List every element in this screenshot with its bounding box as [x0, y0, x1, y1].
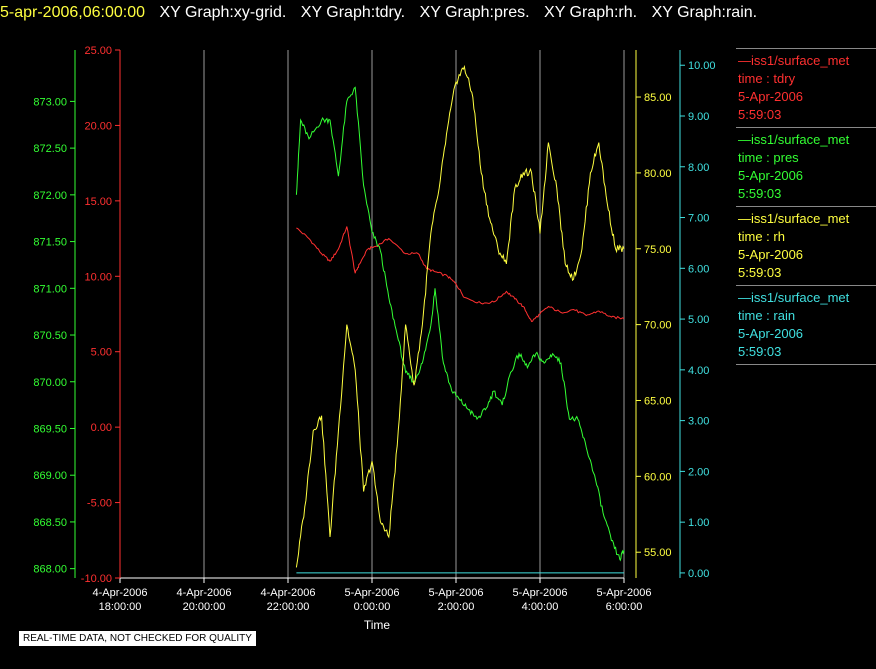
y-tick-label-rh-3: 70.00 — [644, 320, 672, 332]
y-tick-label-rh-0: 55.00 — [644, 547, 672, 559]
header-tab-rain[interactable]: XY Graph:rain. — [651, 4, 758, 21]
header-tab-pres[interactable]: XY Graph:pres. — [419, 4, 530, 21]
x-tick-time-0: 18:00:00 — [99, 601, 142, 613]
y-tick-label-pres-4: 870.00 — [33, 377, 67, 389]
y-tick-label-pres-5: 870.50 — [33, 330, 67, 342]
legend-time: 5:59:03 — [738, 186, 782, 201]
axes: 4-Apr-2006 18:00:00 4-Apr-2006 20:00:00 4-Ap… — [33, 45, 715, 613]
y-tick-label-pres-2: 869.00 — [33, 470, 67, 482]
legend: —iss1/surface_met time : tdry 5-Apr-2006… — [736, 48, 876, 365]
x-axis-label: Time — [364, 618, 391, 632]
y-tick-label-rh-2: 65.00 — [644, 395, 672, 407]
y-tick-label-rain-8: 8.00 — [688, 162, 709, 174]
x-tick-time-3: 0:00:00 — [354, 601, 391, 613]
series-lines — [295, 64, 625, 574]
x-tick-time-1: 20:00:00 — [183, 601, 226, 613]
x-tick-time-5: 4:00:00 — [522, 601, 559, 613]
legend-time: 5:59:03 — [738, 107, 782, 122]
x-tick-date-3: 5-Apr-2006 — [344, 587, 399, 599]
legend-source: —iss1/surface_met — [738, 290, 850, 305]
header-tab-tdry[interactable]: XY Graph:tdry. — [300, 4, 406, 21]
x-tick-date-4: 5-Apr-2006 — [428, 587, 483, 599]
y-tick-label-rain-1: 1.00 — [688, 517, 709, 529]
legend-source: —iss1/surface_met — [738, 53, 850, 68]
header-bar: 5-apr-2006,06:00:00 XY Graph:xy-grid. XY… — [0, 0, 876, 30]
y-tick-label-tdry-5: 15.00 — [84, 196, 112, 208]
y-tick-label-rain-6: 6.00 — [688, 263, 709, 275]
legend-date: 5-Apr-2006 — [738, 247, 804, 262]
y-tick-label-rain-0: 0.00 — [688, 568, 709, 580]
y-tick-label-tdry-3: 5.00 — [91, 347, 112, 359]
y-tick-label-pres-8: 872.00 — [33, 190, 67, 202]
legend-source: —iss1/surface_met — [738, 211, 850, 226]
y-tick-label-tdry-6: 20.00 — [84, 120, 112, 132]
y-tick-label-rain-10: 10.00 — [688, 60, 716, 72]
legend-time: 5:59:03 — [738, 265, 782, 280]
y-tick-label-tdry-7: 25.00 — [84, 45, 112, 57]
y-tick-label-rain-3: 3.00 — [688, 416, 709, 428]
legend-time: 5:59:03 — [738, 344, 782, 359]
y-tick-label-rain-2: 2.00 — [688, 466, 709, 478]
y-tick-label-rh-1: 60.00 — [644, 471, 672, 483]
y-tick-label-tdry-4: 10.00 — [84, 271, 112, 283]
y-tick-label-tdry-2: 0.00 — [91, 422, 112, 434]
y-tick-label-pres-9: 872.50 — [33, 143, 67, 155]
legend-entry-tdry[interactable]: —iss1/surface_met time : tdry 5-Apr-2006… — [736, 48, 876, 127]
y-tick-label-pres-0: 868.00 — [33, 564, 67, 576]
x-tick-date-0: 4-Apr-2006 — [92, 587, 147, 599]
x-tick-time-4: 2:00:00 — [438, 601, 475, 613]
x-tick-time-2: 22:00:00 — [267, 601, 310, 613]
y-tick-label-pres-7: 871.50 — [33, 237, 67, 249]
legend-field: time : rh — [738, 229, 785, 244]
x-tick-time-6: 6:00:00 — [606, 601, 643, 613]
header-tab-rh[interactable]: XY Graph:rh. — [544, 4, 638, 21]
legend-source: —iss1/surface_met — [738, 132, 850, 147]
y-tick-label-tdry-0: -10.00 — [81, 573, 112, 585]
x-tick-date-2: 4-Apr-2006 — [260, 587, 315, 599]
y-tick-label-pres-6: 871.00 — [33, 283, 67, 295]
legend-field: time : pres — [738, 150, 799, 165]
y-tick-label-rh-4: 75.00 — [644, 244, 672, 256]
x-tick-date-1: 4-Apr-2006 — [176, 587, 231, 599]
series-line-tdry — [296, 226, 625, 323]
y-tick-label-pres-1: 868.50 — [33, 517, 67, 529]
y-tick-label-rain-7: 7.00 — [688, 213, 709, 225]
legend-entry-pres[interactable]: —iss1/surface_met time : pres 5-Apr-2006… — [736, 127, 876, 206]
y-tick-label-pres-3: 869.50 — [33, 423, 67, 435]
legend-field: time : tdry — [738, 71, 796, 86]
x-tick-date-5: 5-Apr-2006 — [512, 587, 567, 599]
legend-date: 5-Apr-2006 — [738, 168, 804, 183]
series-line-pres — [295, 86, 625, 562]
y-tick-label-rh-5: 80.00 — [644, 168, 672, 180]
header-timestamp: 5-apr-2006,06:00:00 — [0, 4, 145, 21]
quality-notice: REAL-TIME DATA, NOT CHECKED FOR QUALITY — [18, 630, 257, 647]
legend-field: time : rain — [738, 308, 796, 323]
header-tab-xy-grid[interactable]: XY Graph:xy-grid. — [159, 4, 287, 21]
legend-entry-rain[interactable]: —iss1/surface_met time : rain 5-Apr-2006… — [736, 285, 876, 365]
series-line-rh — [295, 64, 625, 568]
y-tick-label-rain-5: 5.00 — [688, 314, 709, 326]
y-tick-label-rain-4: 4.00 — [688, 365, 709, 377]
legend-date: 5-Apr-2006 — [738, 326, 804, 341]
y-tick-label-rain-9: 9.00 — [688, 111, 709, 123]
x-tick-date-6: 5-Apr-2006 — [596, 587, 651, 599]
y-tick-label-pres-10: 873.00 — [33, 96, 67, 108]
legend-entry-rh[interactable]: —iss1/surface_met time : rh 5-Apr-2006 5… — [736, 206, 876, 285]
legend-date: 5-Apr-2006 — [738, 89, 804, 104]
y-tick-label-tdry-1: -5.00 — [87, 498, 112, 510]
y-tick-label-rh-6: 85.00 — [644, 92, 672, 104]
grid-lines — [119, 50, 625, 578]
